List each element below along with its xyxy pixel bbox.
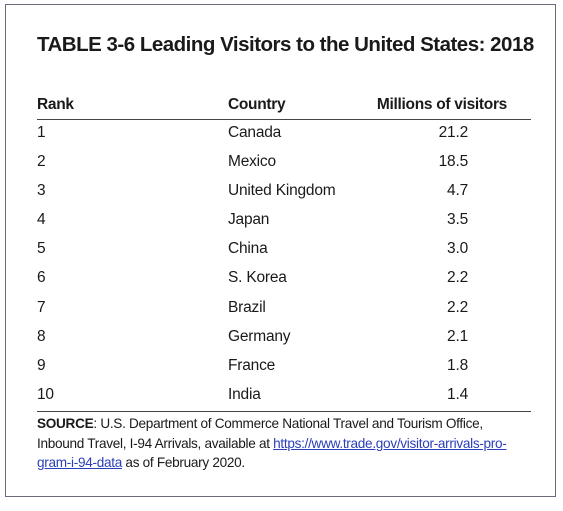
cell-country: S. Korea xyxy=(228,269,287,287)
cell-rank: 8 xyxy=(37,327,46,345)
table-row: 7 Brazil 2.2 xyxy=(37,295,531,324)
header-country: Country xyxy=(228,96,286,113)
cell-visitors: 3.0 xyxy=(447,240,468,258)
header-rank: Rank xyxy=(37,96,74,113)
header-visitors: Millions of visitors xyxy=(376,96,507,113)
cell-country: United Kingdom xyxy=(228,182,336,200)
table-row: 5 China 3.0 xyxy=(37,236,531,265)
cell-visitors: 3.5 xyxy=(447,211,468,229)
table-row: 10 India 1.4 xyxy=(37,382,531,412)
table-row: 3 United Kingdom 4.7 xyxy=(37,178,531,207)
cell-visitors: 1.8 xyxy=(447,356,468,374)
visitors-table: Rank Country Millions of visitors 1 Canad… xyxy=(37,95,531,412)
cell-rank: 4 xyxy=(37,211,46,229)
cell-rank: 9 xyxy=(37,356,46,374)
source-link-part2: gram-i-94-data xyxy=(37,455,122,470)
cell-visitors: 2.1 xyxy=(447,327,468,345)
table-row: 2 Mexico 18.5 xyxy=(37,149,531,178)
cell-country: Japan xyxy=(228,211,270,229)
cell-rank: 3 xyxy=(37,182,46,200)
source-link[interactable]: https://www.trade.gov/visitor-arrivals-p… xyxy=(37,436,507,471)
table-row: 4 Japan 3.5 xyxy=(37,207,531,236)
source-note: SOURCE: U.S. Department of Commerce Nati… xyxy=(37,414,531,473)
cell-country: India xyxy=(228,385,261,403)
table-row: 6 S. Korea 2.2 xyxy=(37,265,531,294)
cell-rank: 2 xyxy=(37,153,46,171)
cell-rank: 5 xyxy=(37,240,46,258)
cell-rank: 1 xyxy=(37,124,46,141)
cell-rank: 10 xyxy=(37,385,54,403)
cell-country: Canada xyxy=(228,124,282,141)
source-text: : U.S. Department of Commerce National T… xyxy=(37,416,483,451)
table-body: 1 Canada 21.2 2 Mexico 18.5 3 United Kingdom 4.7… xyxy=(37,120,531,412)
cell-country: Brazil xyxy=(228,298,266,316)
cell-country: China xyxy=(228,240,268,258)
source-label: SOURCE xyxy=(37,416,94,431)
cell-visitors: 1.4 xyxy=(447,385,468,403)
cell-rank: 7 xyxy=(37,298,46,316)
cell-visitors: 21.2 xyxy=(438,124,469,141)
table-row: 1 Canada 21.2 xyxy=(37,120,531,149)
cell-visitors: 4.7 xyxy=(447,182,468,200)
table-row: 8 Germany 2.1 xyxy=(37,324,531,353)
cell-visitors: 2.2 xyxy=(447,298,468,316)
cell-visitors: 18.5 xyxy=(438,153,469,171)
cell-rank: 6 xyxy=(37,269,46,287)
table-row: 9 France 1.8 xyxy=(37,353,531,382)
cell-visitors: 2.2 xyxy=(447,269,468,287)
cell-country: France xyxy=(228,356,276,374)
source-date-text: as of February 2020. xyxy=(121,455,245,470)
table-title: TABLE 3-6 Leading Visitors to the United… xyxy=(37,33,534,56)
source-link-part1: https://www.trade.gov/visitor-arrivals-p… xyxy=(273,435,507,451)
table-header: Rank Country Millions of visitors xyxy=(37,95,531,120)
cell-country: Mexico xyxy=(228,153,276,171)
cell-country: Germany xyxy=(228,327,291,345)
table-frame xyxy=(5,4,556,497)
